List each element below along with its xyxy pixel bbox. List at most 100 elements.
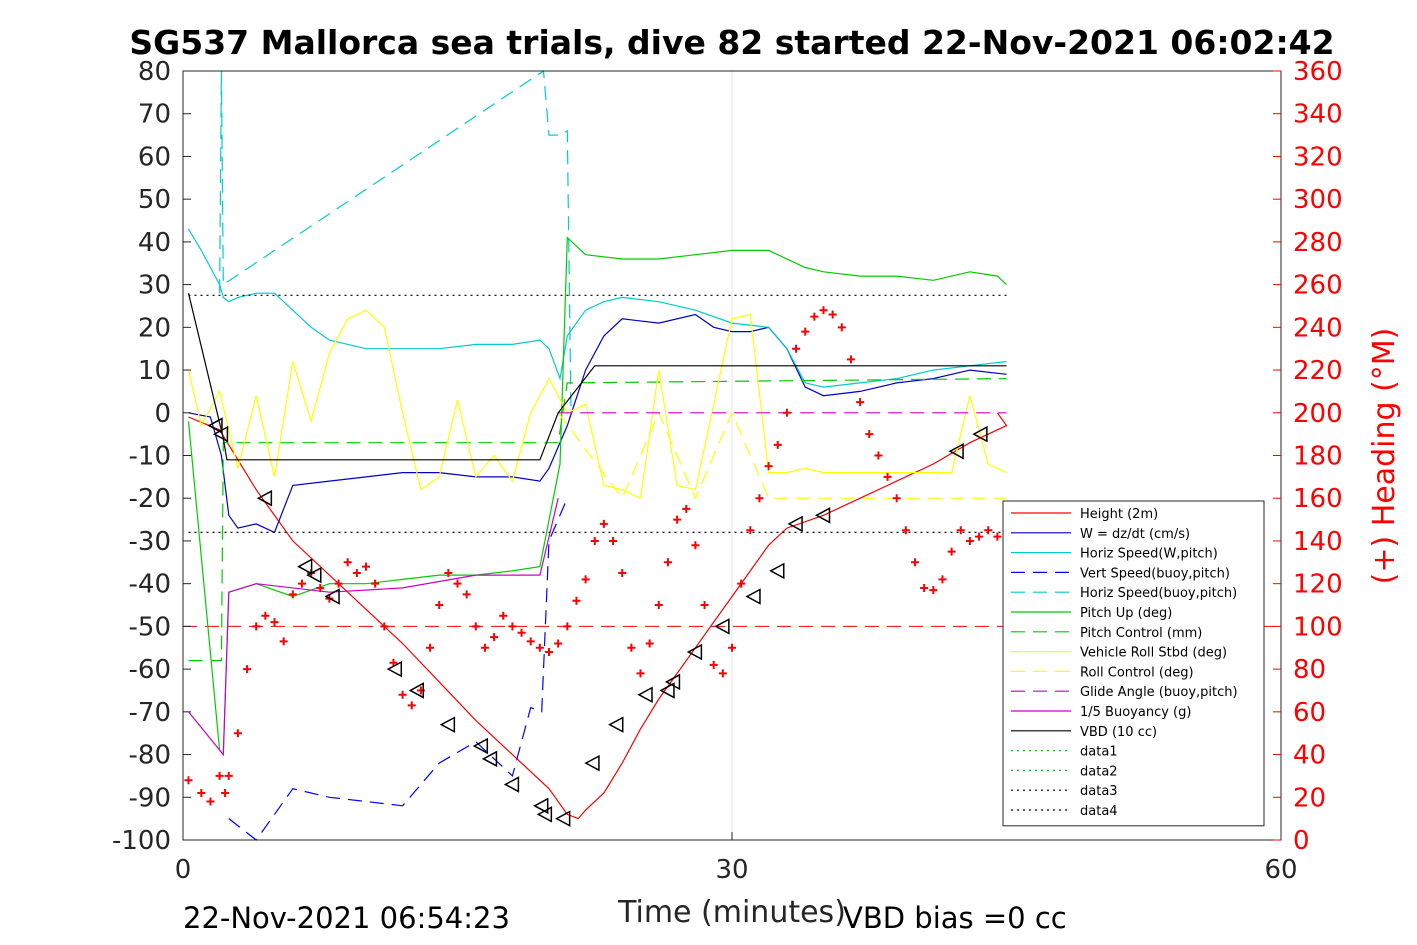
heading-point bbox=[865, 430, 874, 439]
heading-point bbox=[700, 601, 709, 610]
heading-point bbox=[673, 515, 682, 524]
legend-entry-label: 1/5 Buoyancy (g) bbox=[1080, 705, 1191, 720]
y2-tick-label: 120 bbox=[1293, 570, 1343, 600]
heading-point bbox=[819, 306, 828, 315]
heading-point bbox=[407, 701, 416, 710]
y2-tick-label: 280 bbox=[1293, 228, 1343, 258]
heading-point bbox=[874, 451, 883, 460]
heading-point bbox=[288, 590, 297, 599]
heading-point bbox=[462, 590, 471, 599]
heading-point bbox=[627, 643, 636, 652]
y2-tick-label: 160 bbox=[1293, 484, 1343, 514]
legend-entry-label: VBD (10 cc) bbox=[1080, 725, 1157, 740]
series-line-roll-control-deg bbox=[557, 411, 1007, 500]
heading-point bbox=[572, 596, 581, 605]
triangle-marker bbox=[555, 810, 571, 827]
legend-entry-label: data2 bbox=[1080, 764, 1118, 779]
heading-point bbox=[352, 568, 361, 577]
heading-point bbox=[856, 398, 865, 407]
heading-point bbox=[645, 639, 654, 648]
heading-point bbox=[737, 579, 746, 588]
triangle-marker bbox=[503, 776, 520, 793]
legend-entry-label: Vert Speed(buoy,pitch) bbox=[1080, 566, 1230, 581]
heading-point bbox=[426, 643, 435, 652]
triangle-marker bbox=[533, 797, 549, 815]
heading-point bbox=[545, 648, 553, 657]
series-line-pitch-up-deg bbox=[187, 236, 1007, 757]
chart-title: SG537 Mallorca sea trials, dive 82 start… bbox=[129, 23, 1334, 62]
heading-point bbox=[975, 532, 984, 541]
y2-tick-label: 180 bbox=[1293, 442, 1343, 472]
x-axis-ticks: 0 30 60 bbox=[175, 832, 1298, 885]
heading-point bbox=[270, 618, 279, 627]
legend-entry-label: Pitch Control (mm) bbox=[1080, 626, 1202, 641]
legend-entry-label: Glide Angle (buoy,pitch) bbox=[1080, 685, 1238, 700]
heading-point bbox=[508, 622, 517, 631]
legend-entry-label: data4 bbox=[1080, 804, 1118, 819]
y2-tick-label: 80 bbox=[1293, 655, 1326, 685]
y2-tick-label: 100 bbox=[1293, 612, 1343, 642]
heading-point bbox=[709, 660, 718, 669]
heading-point bbox=[206, 797, 215, 806]
y-tick-label: 80 bbox=[138, 57, 171, 87]
x-tick-label: 60 bbox=[1264, 855, 1297, 885]
heading-point bbox=[764, 462, 773, 471]
y2-tick-label: 240 bbox=[1293, 313, 1343, 343]
footer-timestamp: 22-Nov-2021 06:54:23 bbox=[183, 901, 510, 935]
triangle-marker bbox=[256, 489, 273, 507]
y-tick-label: -40 bbox=[129, 570, 171, 600]
triangle-marker bbox=[608, 716, 624, 733]
y-tick-label: -20 bbox=[129, 484, 171, 514]
heading-point bbox=[316, 583, 325, 592]
heading-point bbox=[956, 526, 965, 535]
heading-point bbox=[901, 526, 910, 535]
triangle-marker bbox=[212, 425, 229, 443]
y-tick-label: 70 bbox=[138, 100, 171, 130]
y-tick-label: -10 bbox=[129, 442, 171, 472]
y-tick-label: -90 bbox=[129, 783, 171, 813]
heading-point bbox=[380, 622, 389, 631]
legend-entry-label: Height (2m) bbox=[1080, 507, 1158, 522]
heading-point bbox=[718, 669, 727, 678]
heading-point bbox=[792, 344, 801, 353]
heading-point bbox=[746, 526, 755, 535]
heading-point bbox=[490, 633, 499, 642]
heading-point bbox=[618, 568, 627, 577]
heading-point bbox=[471, 622, 480, 631]
series-line-vehicle-roll-stbd-deg bbox=[187, 309, 1007, 500]
series-line-height-2m bbox=[188, 412, 1008, 820]
heading-point bbox=[581, 575, 590, 584]
heading-point bbox=[526, 637, 535, 646]
footer-vbd-bias: VBD bias =0 cc bbox=[843, 901, 1067, 935]
series-line-horiz-speed-w-pitch bbox=[187, 228, 1007, 388]
heading-point bbox=[535, 643, 544, 652]
legend-entry-label: Pitch Up (deg) bbox=[1080, 606, 1172, 621]
heading-point bbox=[563, 622, 572, 631]
y2-tick-label: 60 bbox=[1293, 698, 1326, 728]
heading-point bbox=[362, 562, 370, 571]
triangle-marker bbox=[787, 515, 803, 533]
heading-point bbox=[965, 536, 974, 545]
y2-tick-label: 260 bbox=[1293, 271, 1343, 301]
heading-point bbox=[920, 583, 929, 592]
triangle-marker bbox=[972, 425, 988, 443]
y2-tick-label: 360 bbox=[1293, 57, 1343, 87]
y2-tick-label: 0 bbox=[1293, 826, 1310, 856]
heading-point bbox=[810, 312, 819, 321]
legend-entry-label: data3 bbox=[1080, 784, 1118, 799]
y2-tick-label: 140 bbox=[1293, 527, 1343, 557]
y2-tick-label: 40 bbox=[1293, 741, 1326, 771]
triangle-marker bbox=[714, 618, 730, 635]
triangle-marker bbox=[659, 682, 675, 699]
triangle-marker bbox=[814, 507, 831, 524]
heading-point bbox=[911, 558, 919, 567]
series-line-w-dz-dt-cm-s bbox=[188, 313, 1007, 534]
heading-point bbox=[801, 327, 810, 336]
y-tick-label: -30 bbox=[129, 527, 171, 557]
y2-tick-label: 20 bbox=[1293, 783, 1326, 813]
triangle-marker bbox=[297, 558, 313, 575]
y-tick-label: -60 bbox=[129, 655, 171, 685]
heading-point bbox=[435, 601, 444, 610]
triangle-marker bbox=[745, 588, 761, 605]
